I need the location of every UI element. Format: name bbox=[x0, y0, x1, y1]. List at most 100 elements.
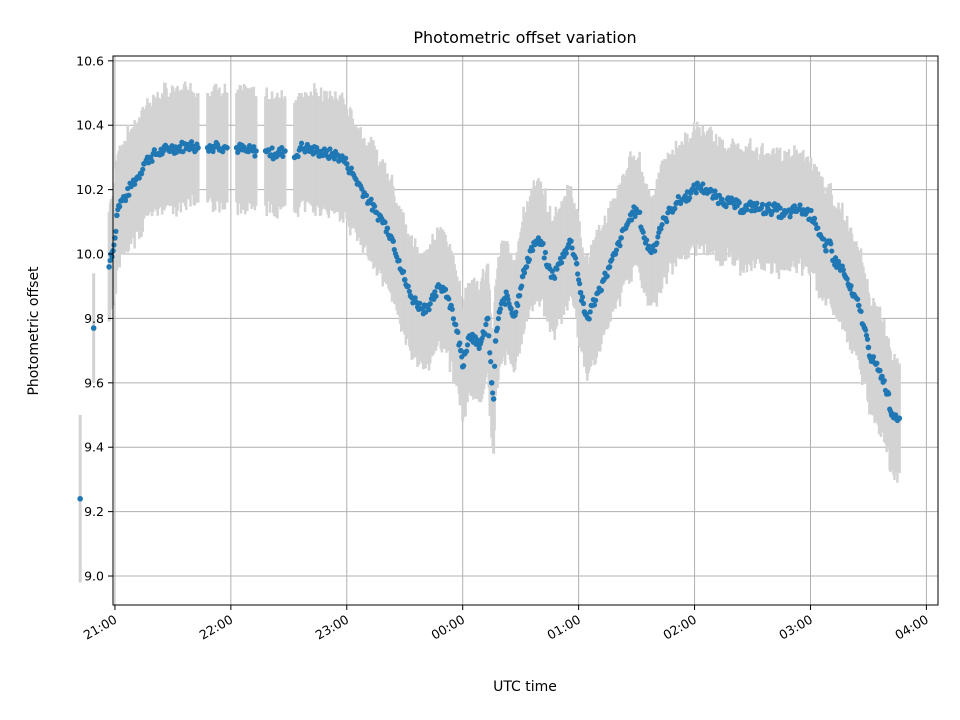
data-point bbox=[391, 247, 397, 253]
data-point bbox=[576, 281, 583, 287]
data-point bbox=[652, 248, 658, 254]
data-point bbox=[473, 341, 480, 347]
data-point bbox=[865, 344, 872, 351]
data-point bbox=[140, 166, 146, 172]
data-point bbox=[291, 154, 298, 161]
data-point bbox=[214, 141, 221, 148]
data-point bbox=[850, 293, 856, 299]
data-point bbox=[830, 257, 837, 264]
data-point bbox=[641, 235, 648, 241]
data-point bbox=[587, 309, 593, 315]
data-point bbox=[726, 199, 733, 206]
data-point bbox=[675, 194, 681, 200]
data-point bbox=[491, 363, 498, 369]
data-point bbox=[349, 170, 356, 177]
data-point bbox=[372, 203, 378, 209]
data-point bbox=[892, 412, 899, 418]
data-point bbox=[838, 264, 845, 270]
data-point bbox=[741, 206, 748, 212]
data-point bbox=[195, 144, 201, 151]
data-point bbox=[858, 308, 864, 315]
data-point bbox=[811, 215, 818, 222]
data-point bbox=[765, 206, 771, 212]
data-point bbox=[668, 206, 675, 212]
data-point bbox=[712, 188, 718, 194]
data-point bbox=[693, 190, 699, 196]
data-point bbox=[486, 333, 492, 339]
data-point bbox=[879, 373, 885, 380]
data-point bbox=[575, 271, 581, 277]
data-point bbox=[589, 302, 595, 309]
data-point bbox=[803, 209, 810, 215]
data-point bbox=[680, 196, 686, 203]
data-point bbox=[113, 228, 119, 235]
data-point bbox=[338, 154, 344, 161]
data-point bbox=[646, 243, 652, 249]
data-point bbox=[772, 206, 779, 212]
data-point bbox=[723, 204, 729, 210]
data-point bbox=[585, 315, 592, 322]
data-point bbox=[533, 238, 539, 244]
data-point bbox=[343, 161, 350, 167]
data-point bbox=[640, 229, 646, 235]
data-point bbox=[549, 268, 555, 274]
data-point bbox=[322, 151, 329, 158]
data-point bbox=[763, 210, 769, 216]
data-point bbox=[519, 283, 525, 289]
data-point bbox=[367, 199, 373, 206]
data-point bbox=[426, 307, 432, 313]
data-point bbox=[457, 340, 463, 346]
data-point bbox=[453, 322, 459, 328]
data-point bbox=[821, 236, 827, 242]
data-point bbox=[492, 338, 499, 344]
data-point bbox=[827, 238, 833, 244]
data-point bbox=[298, 140, 305, 146]
data-point bbox=[436, 283, 443, 290]
data-point bbox=[875, 367, 881, 373]
y-tick-label: 9.6 bbox=[84, 375, 104, 390]
data-point bbox=[382, 219, 388, 225]
data-point bbox=[481, 331, 487, 338]
data-point bbox=[695, 183, 702, 190]
data-point bbox=[884, 389, 891, 396]
data-point bbox=[523, 264, 530, 270]
data-point bbox=[446, 296, 452, 302]
data-point bbox=[180, 149, 186, 155]
data-point bbox=[539, 241, 545, 248]
data-point bbox=[129, 180, 136, 186]
data-point bbox=[500, 299, 507, 306]
data-point bbox=[114, 212, 120, 219]
data-point bbox=[632, 213, 638, 220]
data-point bbox=[175, 144, 182, 151]
data-point bbox=[716, 192, 722, 198]
data-point bbox=[280, 153, 286, 159]
y-tick-label: 10.6 bbox=[76, 53, 104, 68]
data-point bbox=[77, 495, 83, 502]
y-tick-label: 10.0 bbox=[76, 247, 104, 262]
data-point bbox=[815, 225, 821, 231]
data-point bbox=[635, 209, 642, 215]
data-point bbox=[812, 221, 819, 227]
data-point bbox=[141, 161, 147, 167]
data-point bbox=[406, 288, 412, 294]
data-point bbox=[401, 276, 408, 283]
data-point bbox=[476, 345, 482, 351]
data-point bbox=[863, 332, 870, 338]
data-point bbox=[759, 201, 766, 207]
data-point bbox=[396, 257, 402, 264]
data-point bbox=[823, 248, 829, 254]
data-point bbox=[327, 146, 333, 152]
data-point bbox=[413, 299, 420, 306]
y-tick-label: 9.0 bbox=[84, 569, 104, 584]
data-point bbox=[808, 207, 814, 214]
data-point bbox=[490, 396, 497, 402]
data-point bbox=[653, 241, 659, 248]
data-point bbox=[579, 294, 586, 300]
y-tick-label: 10.4 bbox=[76, 118, 104, 133]
data-point bbox=[888, 412, 895, 418]
data-point bbox=[757, 206, 764, 212]
data-point bbox=[541, 255, 547, 261]
data-point bbox=[573, 260, 580, 267]
data-point bbox=[855, 302, 862, 309]
y-tick-label: 10.2 bbox=[76, 182, 104, 197]
